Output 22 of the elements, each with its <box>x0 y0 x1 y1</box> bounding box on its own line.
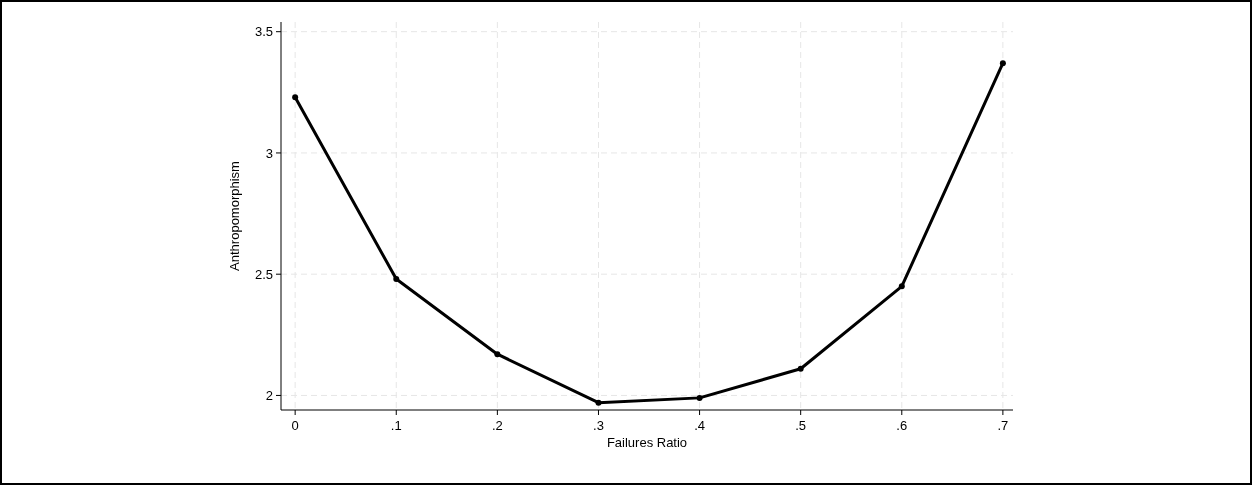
point <box>494 351 501 358</box>
x-tick-label: .2 <box>491 418 503 433</box>
y-tick-label: 2 <box>265 388 273 403</box>
point <box>696 394 703 401</box>
x-tick-label: .5 <box>795 418 807 433</box>
x-axis-title: Failures Ratio <box>606 435 688 450</box>
point <box>595 399 602 406</box>
y-tick-label: 3.5 <box>254 24 273 40</box>
point <box>797 365 804 372</box>
point <box>999 60 1006 67</box>
point <box>393 276 400 283</box>
y-tick-label: 2.5 <box>254 266 273 282</box>
x-tick-label: .7 <box>997 418 1009 433</box>
point <box>292 94 299 101</box>
x-tick-label: .1 <box>390 418 402 433</box>
x-tick-label: .6 <box>896 418 908 433</box>
x-tick-label: .4 <box>694 418 705 433</box>
x-tick-label: .3 <box>593 418 604 433</box>
y-axis-title: Anthropomorphism <box>227 161 242 271</box>
x-tick-label: 0 <box>291 418 299 433</box>
point <box>898 283 905 290</box>
y-tick-label: 3 <box>265 145 273 161</box>
